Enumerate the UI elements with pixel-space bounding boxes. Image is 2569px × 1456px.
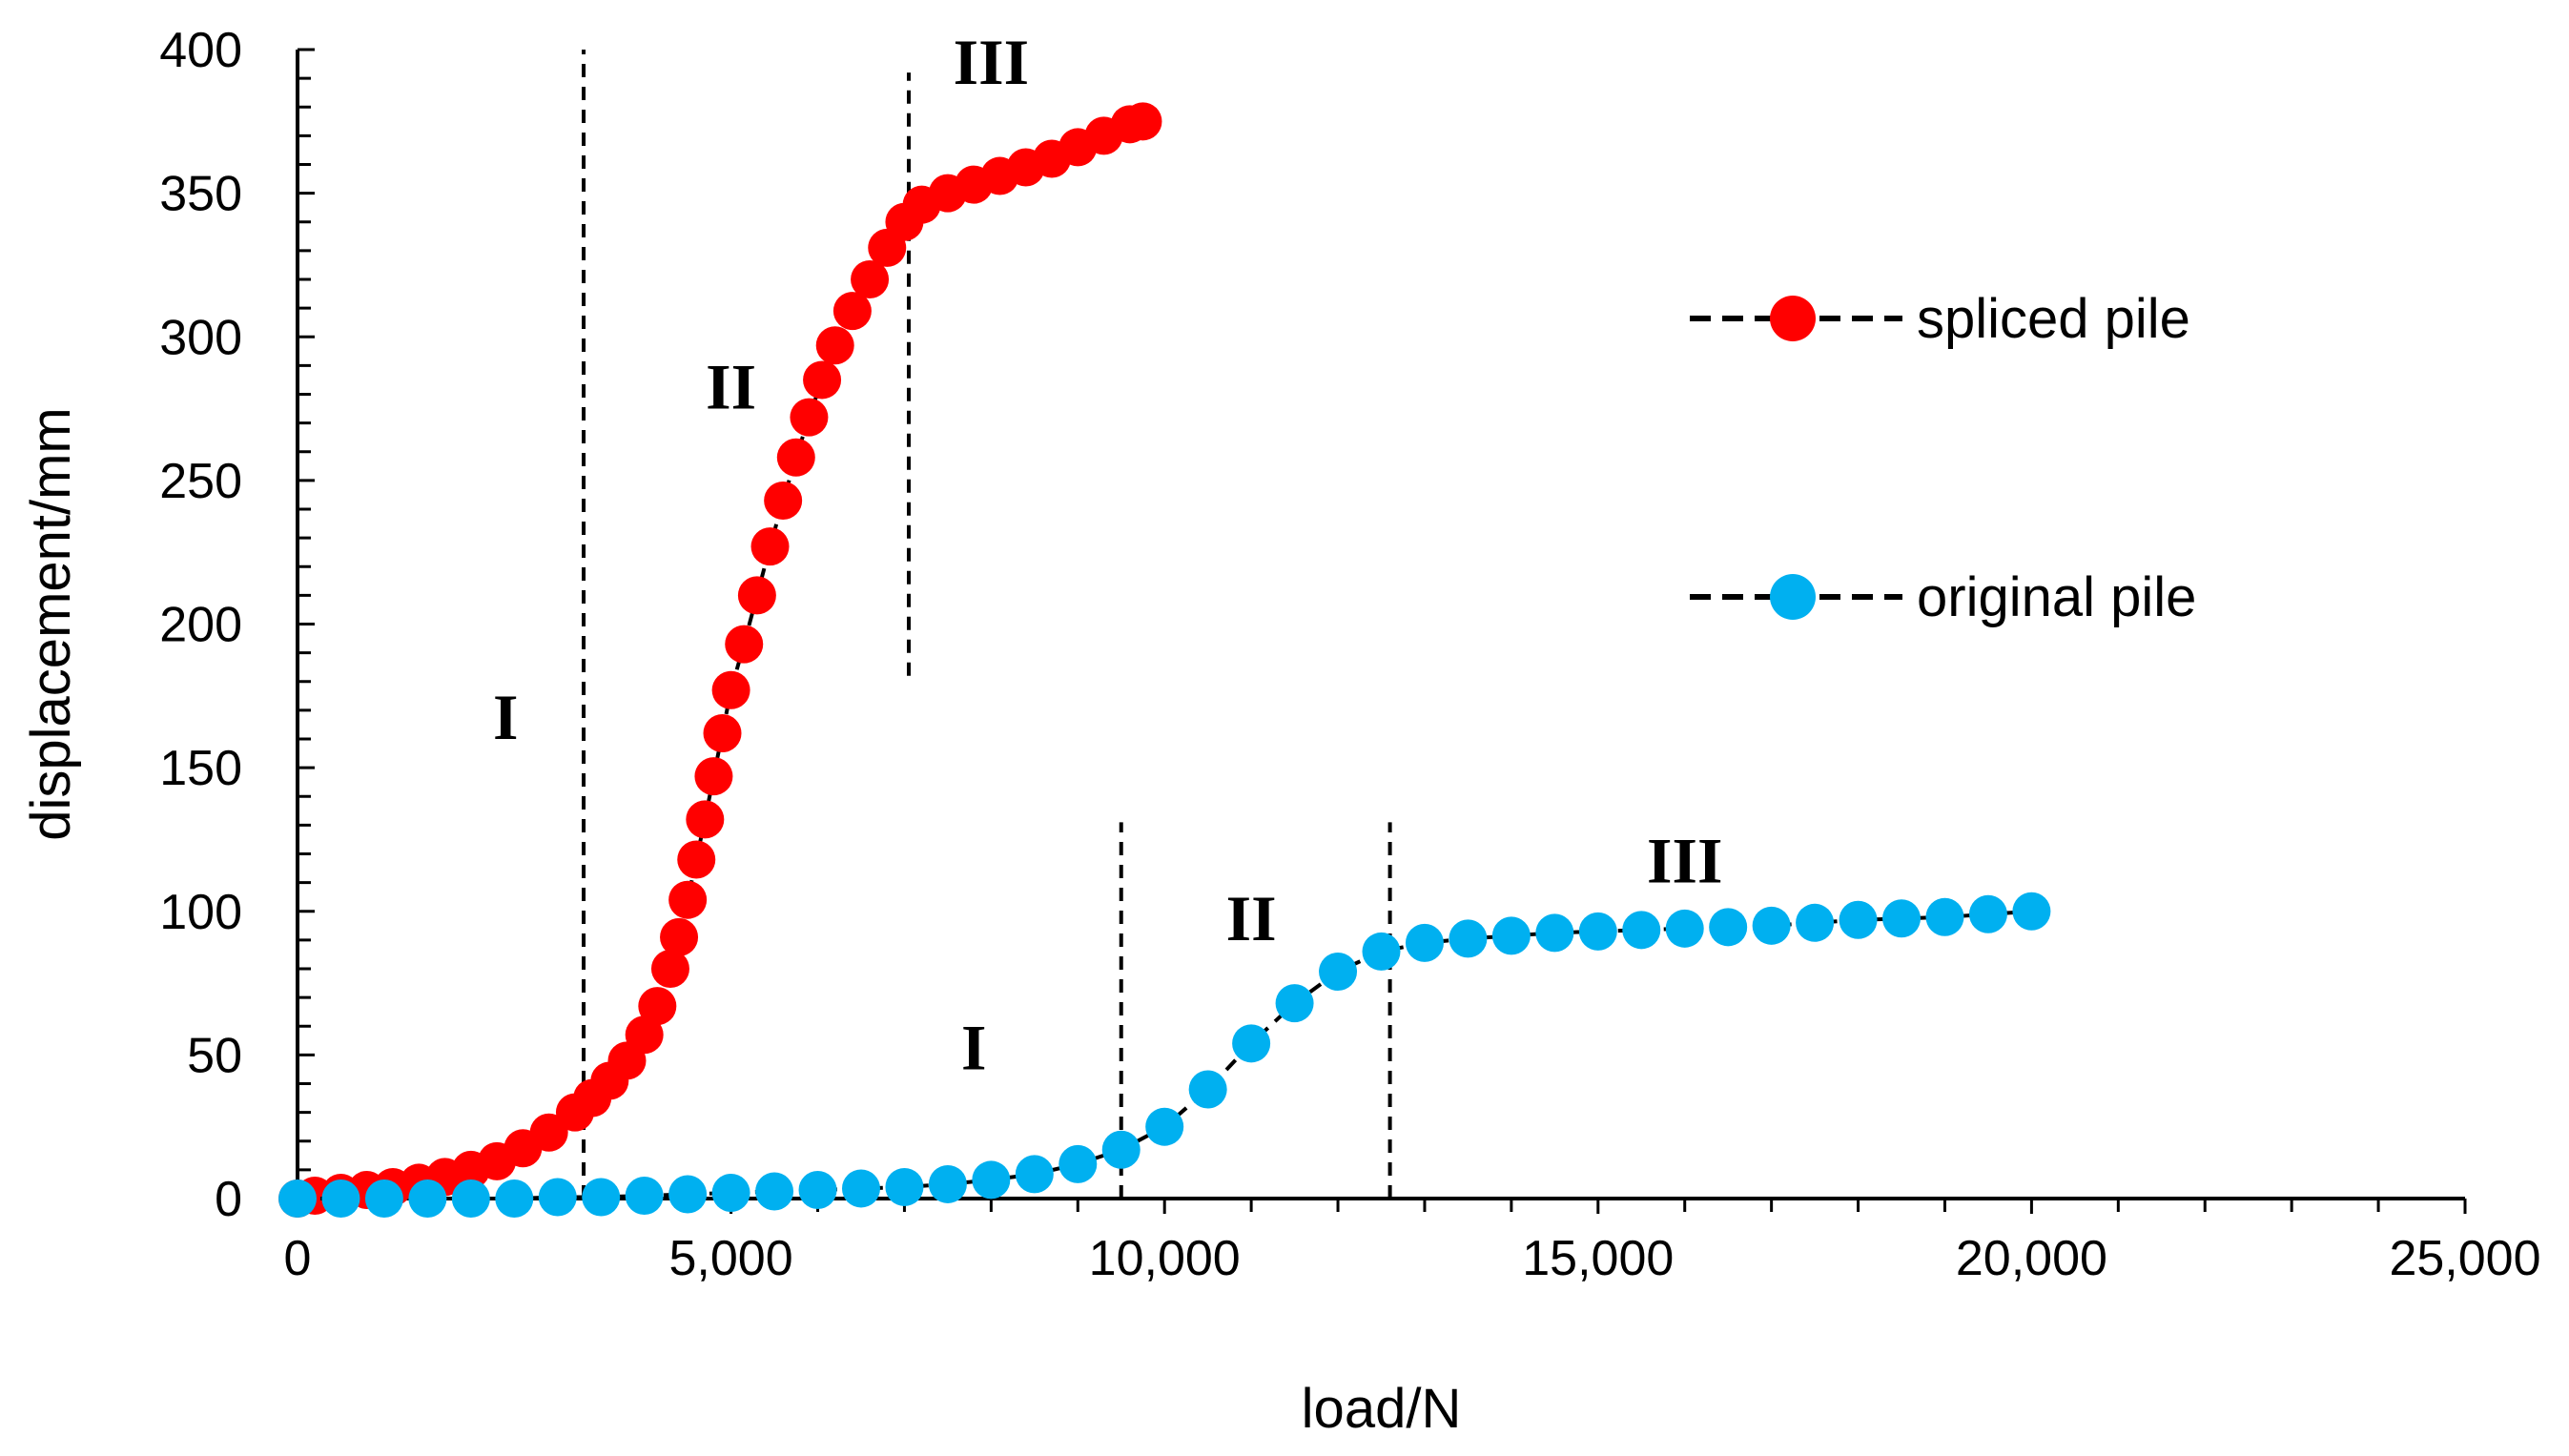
original-pile-point [1752,906,1791,945]
original-pile-point [1319,953,1358,992]
original-pile-point [2012,892,2051,931]
spliced-pile-point [737,576,776,615]
original-pile-point [1362,932,1401,971]
y-tick-label: 350 [159,167,242,222]
spliced-pile-point [638,987,677,1026]
x-tick-label: 20,000 [1956,1231,2107,1286]
original-pile-point [1101,1130,1141,1169]
legend-marker-original-pile [1770,574,1816,620]
legend-marker-spliced-pile [1770,296,1816,341]
x-tick-label: 5,000 [669,1231,793,1286]
original-pile-point [1232,1024,1271,1063]
original-pile-line [298,909,2032,1200]
original-pile-point [755,1172,794,1211]
spliced-pile-point [686,800,725,839]
spliced-pile-point [764,481,803,520]
original-pile-point [1275,984,1314,1023]
original-pile-point [1535,913,1574,953]
y-tick-label: 0 [215,1172,242,1227]
spliced-pile-line [297,119,1143,1200]
original-pile-point [1188,1070,1227,1109]
original-pile-point [1015,1155,1054,1194]
original-pile-point [321,1179,360,1218]
y-tick-label: 400 [159,23,242,78]
original-pile-point [278,1179,317,1218]
original-pile-point [582,1178,621,1217]
spliced-pile-point [832,292,872,331]
original-pile-point [928,1164,967,1203]
x-tick-label: 10,000 [1089,1231,1241,1286]
spliced-pile-point [790,398,829,437]
spliced-pile-point [1123,102,1162,141]
y-tick-label: 100 [159,885,242,940]
spliced-pile-point [529,1113,568,1152]
zone-label: I [961,1011,986,1083]
legend-label-original-pile: original pile [1917,566,2196,628]
spliced-pile-point [711,670,750,709]
spliced-pile-point [660,917,699,956]
original-pile-point [364,1179,403,1218]
x-tick-label: 25,000 [2389,1231,2540,1286]
original-pile-point [1968,894,2007,933]
stage-divider-lines [582,50,1392,1199]
original-pile-point [1058,1144,1098,1183]
original-pile-point [885,1167,924,1206]
spliced-pile-point [750,527,790,566]
spliced-pile-point [815,326,854,365]
original-pile-point [1578,912,1617,951]
original-pile-point [1145,1107,1184,1146]
y-tick-label: 200 [159,598,242,653]
zone-label: II [1226,882,1277,954]
series-layer [278,102,2051,1218]
original-pile-point [538,1178,577,1217]
original-pile-point [1882,899,1922,938]
original-pile-point [711,1173,750,1212]
original-pile-point [408,1179,447,1218]
x-axis-title: load/N [1302,1378,1462,1440]
original-pile-point [972,1160,1011,1200]
spliced-pile-point [851,260,890,298]
y-tick-label: 50 [187,1028,242,1083]
axes: 0 5,000 10,000 15,000 20,000 25,000 0 50 100 150 2… [159,23,2540,1286]
original-pile-point [1449,919,1488,958]
original-pile-point [1839,900,1878,939]
spliced-pile-point [694,757,733,796]
original-pile-point [1925,897,1964,936]
original-pile-point [798,1170,837,1209]
original-pile-point [1796,903,1835,942]
y-tick-label: 250 [159,454,242,509]
legend-label-spliced-pile: spliced pile [1917,288,2190,350]
zone-label: II [706,351,756,423]
spliced-pile-point [703,713,742,752]
spliced-pile-point [725,625,764,664]
zone-label: I [493,681,518,753]
original-pile-point [625,1176,664,1215]
original-pile-point [451,1179,490,1218]
spliced-pile-point [677,840,716,879]
original-pile-point [1491,916,1531,955]
original-pile-point [668,1175,708,1214]
original-pile-point [1709,908,1748,947]
original-pile-point [1665,909,1704,948]
y-axis-title: displacement/mm [20,407,82,840]
x-tick-label: 15,000 [1522,1231,1674,1286]
x-tick-label: 0 [284,1231,312,1286]
original-pile-point [841,1169,880,1208]
y-tick-label: 150 [159,741,242,796]
legend: spliced pile original pile [1690,288,2196,628]
original-pile-point [1405,923,1444,962]
spliced-pile-point [803,360,842,400]
y-tick-label: 300 [159,310,242,365]
spliced-pile-point [625,1015,664,1055]
zone-label: III [954,26,1029,98]
spliced-pile-point [668,880,708,919]
zone-label: III [1647,825,1722,897]
original-pile-point [1622,911,1661,950]
original-pile-point [495,1179,534,1218]
spliced-pile-point [776,438,815,477]
spliced-pile-point [650,950,689,988]
